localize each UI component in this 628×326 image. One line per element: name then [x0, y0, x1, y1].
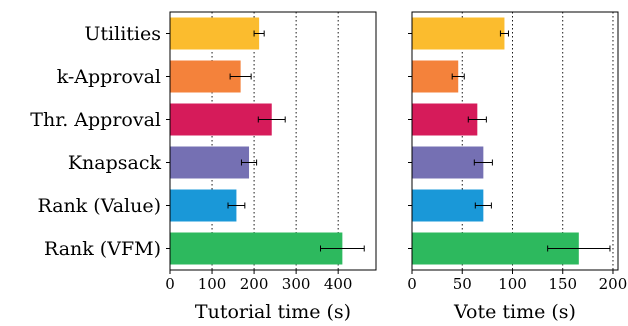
- bar-knapsack: [170, 146, 250, 179]
- bar-knapsack: [412, 146, 484, 179]
- category-label-utilities: Utilities: [84, 23, 161, 45]
- plot-frame: [169, 11, 377, 271]
- x-tick-label-50: 50: [453, 275, 472, 293]
- panel-1: Utilities k-Approval Thr. Approval Knapsack…: [30, 11, 377, 323]
- bar-utilities: [412, 17, 505, 50]
- bar-rank-value: [170, 189, 237, 222]
- bar-thr-approval: [412, 103, 478, 136]
- x-tick-label-150: 150: [548, 275, 577, 293]
- x-axis-title: Tutorial time (s): [195, 301, 351, 323]
- bar-rank-vfm: [170, 232, 343, 265]
- x-tick-label-300: 300: [282, 275, 311, 293]
- x-tick-label-400: 400: [324, 275, 353, 293]
- bar-k-approval: [170, 60, 241, 93]
- x-axis-title: Vote time (s): [453, 301, 576, 323]
- bar-rank-value: [412, 189, 484, 222]
- bar-k-approval: [412, 60, 459, 93]
- category-label-rank-value: Rank (Value): [37, 195, 161, 217]
- category-label-k-approval: k-Approval: [57, 66, 161, 88]
- bar-thr-approval: [170, 103, 272, 136]
- x-tick-label-100: 100: [498, 275, 527, 293]
- panel-2: 0 50 100 150 200 Vote time (s): [407, 11, 628, 323]
- x-tick-label-200: 200: [240, 275, 269, 293]
- x-tick-label-100: 100: [198, 275, 227, 293]
- bar-utilities: [170, 17, 260, 50]
- x-tick-label-0: 0: [407, 275, 417, 293]
- category-label-rank-vfm: Rank (VFM): [44, 238, 161, 260]
- x-tick-label-0: 0: [165, 275, 175, 293]
- x-tick-label-200: 200: [599, 275, 628, 293]
- category-label-thr-approval: Thr. Approval: [30, 109, 161, 131]
- category-label-knapsack: Knapsack: [68, 152, 162, 174]
- plot-frame: [411, 11, 619, 271]
